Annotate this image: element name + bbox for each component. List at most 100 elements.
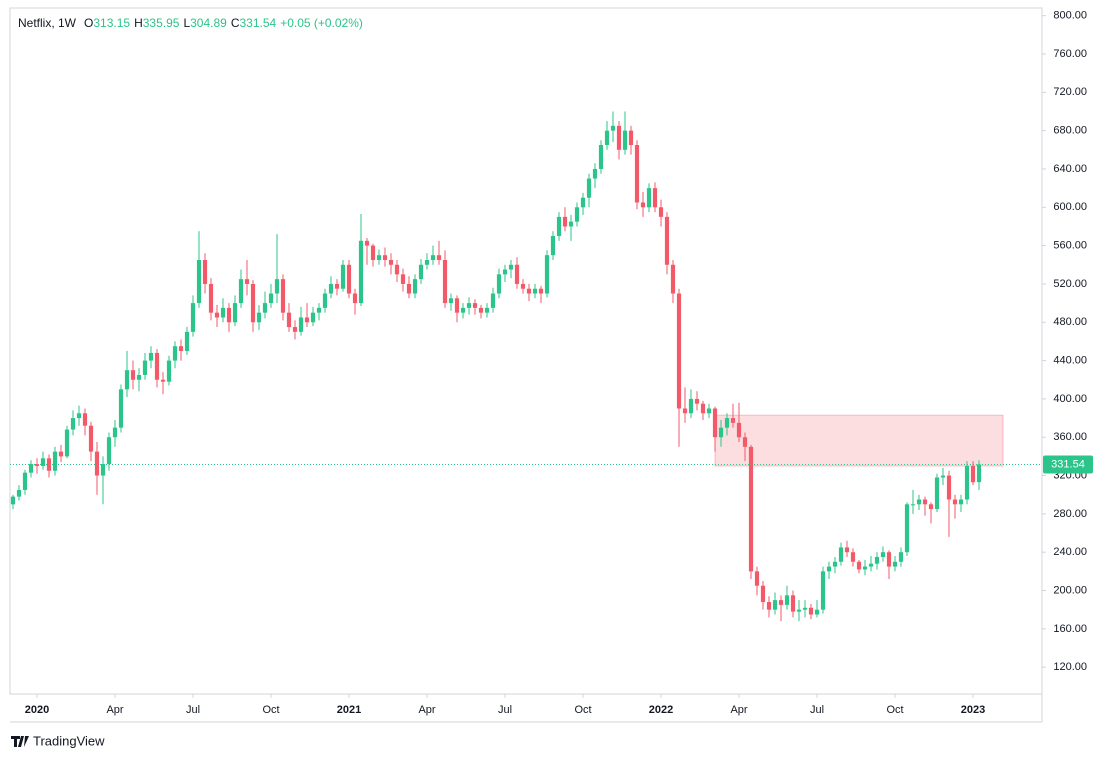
candle-body (646, 188, 652, 208)
candle-body (904, 504, 910, 553)
candle-body (802, 607, 808, 610)
candle-body (490, 293, 496, 308)
candle-body (316, 307, 322, 313)
candle-body (916, 499, 922, 505)
low-value: 304.89 (190, 16, 227, 30)
candle-body (706, 408, 712, 414)
candle-body (880, 552, 886, 557)
candle-body (772, 600, 778, 610)
candle-body (190, 303, 196, 332)
candle-body (886, 552, 892, 567)
candle-body (244, 279, 250, 284)
x-tick-label: Apr (106, 704, 123, 716)
y-tick-label: 120.00 (1053, 661, 1087, 673)
candle-body (358, 240, 364, 304)
candle-body (832, 561, 838, 567)
y-tick-label: 720.00 (1053, 86, 1087, 98)
candle-body (748, 446, 754, 572)
y-tick-label: 680.00 (1053, 125, 1087, 137)
candle-body (934, 477, 940, 510)
candle-body (394, 264, 400, 275)
candle-body (226, 307, 232, 323)
candle-body (496, 274, 502, 294)
candle-body (700, 403, 706, 414)
candle-body (364, 240, 370, 246)
x-tick-label: 2021 (337, 704, 361, 716)
candle-body (766, 602, 772, 610)
candle-body (304, 317, 310, 323)
candle-body (136, 374, 142, 380)
candle-body (538, 288, 544, 294)
candle-body (958, 499, 964, 505)
open-value: 313.15 (93, 16, 130, 30)
candle-body (808, 607, 814, 615)
candle-body (730, 418, 736, 423)
candle-body (484, 307, 490, 313)
candle-body (238, 279, 244, 304)
logo-text: TradingView (33, 733, 105, 748)
last-price-label: 331.54 (1051, 458, 1085, 470)
candle-body (544, 255, 550, 294)
candle-body (268, 293, 274, 304)
candle-body (514, 264, 520, 284)
y-tick-label: 640.00 (1053, 163, 1087, 175)
y-tick-label: 440.00 (1053, 354, 1087, 366)
candle-body (820, 571, 826, 610)
candle-body (796, 609, 802, 612)
candle-body (16, 489, 22, 497)
candle-body (22, 472, 28, 490)
x-tick-label: Apr (730, 704, 747, 716)
candle-body (754, 571, 760, 586)
candle-body (898, 552, 904, 562)
candle-body (568, 221, 574, 227)
candle-body (658, 207, 664, 217)
x-tick-label: Jul (186, 704, 200, 716)
candle-body (376, 255, 382, 260)
candle-body (856, 561, 862, 570)
legend-header: Netflix, 1W O313.15 H335.95 L304.89 C331.54 +… (18, 16, 363, 30)
candle-body (466, 303, 472, 308)
candle-body (370, 245, 376, 260)
candle-body (940, 475, 946, 478)
candle-body (454, 298, 460, 313)
candle-body (202, 259, 208, 284)
candle-body (148, 352, 154, 361)
candle-body (292, 327, 298, 332)
candle-body (640, 202, 646, 208)
candle-body (52, 451, 58, 471)
candle-body (124, 370, 130, 390)
candle-body (70, 418, 76, 430)
candle-body (214, 312, 220, 318)
candle-body (922, 499, 928, 505)
x-tick-label: Jul (498, 704, 512, 716)
x-tick-label: Oct (574, 704, 591, 716)
candle-body (328, 283, 334, 294)
candle-body (94, 451, 100, 476)
candle-body (460, 307, 466, 313)
x-tick-label: Jul (810, 704, 824, 716)
candle-body (712, 408, 718, 438)
y-tick-label: 560.00 (1053, 240, 1087, 252)
x-tick-label: 2023 (961, 704, 985, 716)
candle-body (280, 279, 286, 313)
plot-frame (9, 7, 1043, 695)
candle-body (928, 504, 934, 510)
candle-body (592, 168, 598, 179)
y-tick-label: 200.00 (1053, 584, 1087, 596)
candle-body (166, 360, 172, 382)
last-price-box (1043, 455, 1093, 474)
candle-body (844, 547, 850, 553)
candle-body (412, 279, 418, 294)
candle-body (622, 130, 628, 150)
candle-body (34, 464, 40, 466)
y-tick-label: 600.00 (1053, 201, 1087, 213)
candle-body (598, 145, 604, 169)
change: +0.05 (+0.02%) (280, 16, 363, 30)
candle-body (448, 298, 454, 304)
high-value: 335.95 (143, 16, 180, 30)
candle-body (196, 259, 202, 304)
candle-body (952, 499, 958, 505)
candle-body (64, 429, 70, 457)
candle-body (616, 125, 622, 150)
candle-body (418, 264, 424, 280)
